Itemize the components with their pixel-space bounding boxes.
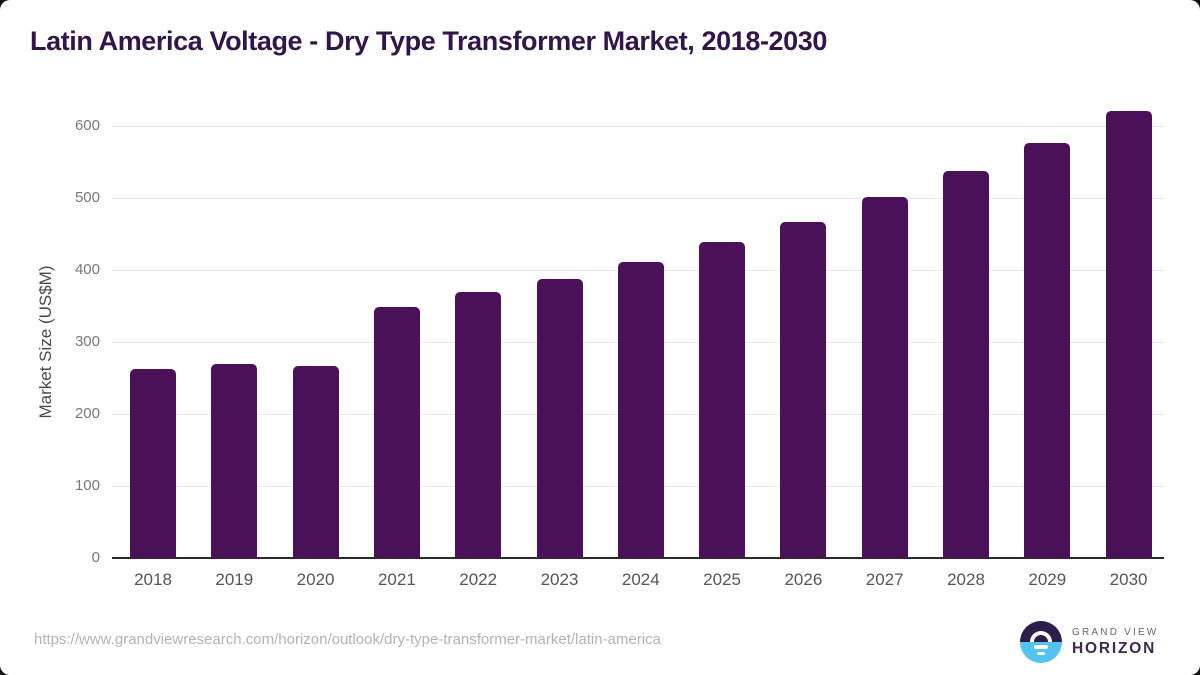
x-tick-label-2025: 2025 <box>703 570 741 589</box>
x-tick-label-2022: 2022 <box>459 570 498 589</box>
sun-reflection-line <box>1037 651 1045 655</box>
x-tick-label-2021: 2021 <box>377 570 416 589</box>
x-tick-label-2028: 2028 <box>947 570 985 589</box>
bar-2026 <box>780 221 827 558</box>
y-tick-label-300: 300 <box>74 333 100 350</box>
chart-title: Latin America Voltage - Dry Type Transfo… <box>30 26 828 56</box>
bar-2019 <box>211 364 258 558</box>
gridline-600 <box>112 125 1164 127</box>
y-axis-title: Market Size (US$M) <box>36 265 55 419</box>
bar-2025 <box>699 241 746 558</box>
y-axis-tick-labels: 0 100 200 300 400 500 600 <box>56 118 100 566</box>
brand-name-bottom: HORIZON <box>1072 639 1157 657</box>
bar-2027 <box>861 196 908 558</box>
bar-2018 <box>130 369 176 558</box>
bar-2028 <box>943 171 989 558</box>
y-tick-label-500: 500 <box>74 189 100 206</box>
brand-logo-text: GRAND VIEW HORIZON <box>1072 627 1158 658</box>
x-tick-label-2024: 2024 <box>621 570 660 589</box>
brand-name-top: GRAND VIEW <box>1072 626 1159 638</box>
source-url: https://www.grandviewresearch.com/horizo… <box>34 631 661 648</box>
bar-2020 <box>292 366 339 558</box>
x-tick-label-2019: 2019 <box>215 570 254 589</box>
y-tick-label-0: 0 <box>91 549 100 566</box>
sun-arch-shape <box>1030 631 1052 642</box>
bar-2023 <box>536 278 583 558</box>
bar-2030 <box>1105 110 1152 558</box>
x-axis-line <box>112 557 1164 559</box>
x-tick-label-2029: 2029 <box>1028 570 1067 589</box>
plot-area <box>112 110 1164 559</box>
brand-logo: GRAND VIEW HORIZON <box>1020 621 1158 663</box>
sun-reflection-line <box>1034 645 1048 649</box>
bar-2024 <box>617 262 664 558</box>
x-tick-label-2018: 2018 <box>134 570 172 589</box>
bar-2022 <box>455 292 502 558</box>
y-tick-label-600: 600 <box>74 117 100 134</box>
horizon-sun-icon <box>1020 621 1062 663</box>
gridline-500 <box>112 197 1164 199</box>
x-axis-tick-labels: 2018 2019 2020 2021 2022 2023 2024 2025 2026 2027… <box>112 570 1164 594</box>
y-tick-label-100: 100 <box>74 477 100 494</box>
x-tick-label-2026: 2026 <box>784 570 823 589</box>
x-tick-label-2030: 2030 <box>1109 570 1148 589</box>
x-tick-label-2027: 2027 <box>865 570 904 589</box>
y-tick-label-200: 200 <box>74 405 100 422</box>
x-tick-label-2020: 2020 <box>296 570 335 589</box>
y-tick-label-400: 400 <box>74 261 100 278</box>
x-tick-label-2023: 2023 <box>540 570 579 589</box>
bar-2029 <box>1024 143 1071 558</box>
bar-2021 <box>373 306 420 558</box>
